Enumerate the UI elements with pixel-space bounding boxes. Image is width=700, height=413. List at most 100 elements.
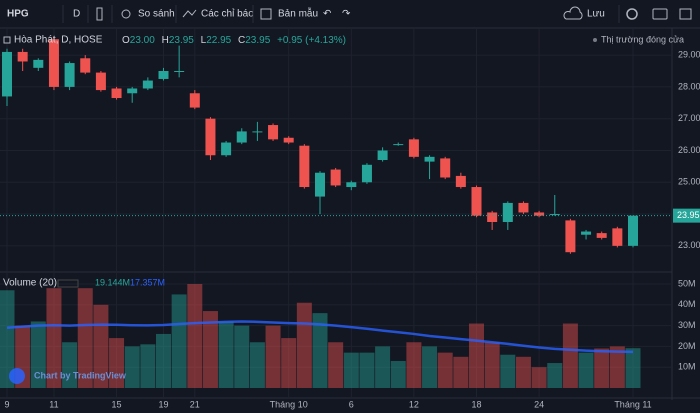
axes: 23.0024.0025.0026.0027.0028.0029.0010M20… — [4, 49, 700, 409]
candle-body — [502, 202, 513, 222]
templates-icon[interactable] — [260, 8, 272, 20]
indicators-icon[interactable] — [182, 9, 197, 18]
volume-tick-label: 30M — [678, 320, 696, 330]
volume-bar — [343, 352, 359, 388]
candle-body — [455, 175, 466, 188]
series-name: Hòa Phát, D, HOSE — [14, 35, 103, 46]
volume-bar — [156, 333, 171, 388]
volume-last: 19.144M — [95, 277, 130, 287]
toolbar-bg — [0, 0, 700, 28]
volume-bar — [359, 352, 375, 388]
volume-bar — [437, 352, 453, 388]
volume-bar — [30, 321, 46, 388]
volume-bar — [547, 363, 563, 388]
screenshot-icon[interactable] — [652, 8, 668, 20]
candle-body — [205, 118, 216, 156]
l-label: L — [201, 35, 207, 46]
candle-body — [377, 150, 388, 161]
volume-bar — [328, 342, 344, 388]
volume-bar — [124, 346, 140, 388]
candle-body — [534, 212, 545, 216]
ohlc: O23.00 H23.95 L22.95 C23.95 +0.95 (+4.13… — [122, 35, 346, 46]
o-value: 23.00 — [130, 35, 155, 46]
c-label: C — [238, 35, 245, 46]
candle-body — [424, 156, 435, 162]
volume-bar — [109, 338, 125, 388]
x-tick-label: 21 — [190, 399, 200, 409]
interval[interactable]: D — [73, 9, 80, 20]
indicators-button[interactable]: Các chỉ báo — [201, 8, 254, 20]
candle-body — [361, 164, 372, 183]
volume-tick-label: 10M — [678, 362, 696, 372]
volume-bar — [562, 323, 578, 388]
candle-body — [612, 228, 623, 246]
fullscreen-icon[interactable] — [679, 8, 692, 20]
y-tick-label: 27.00 — [678, 113, 700, 123]
save-button[interactable]: Lưu — [587, 9, 605, 20]
y-tick-label: 28.00 — [678, 81, 700, 91]
x-tick-label: 18 — [471, 399, 481, 409]
candle-body — [283, 137, 294, 143]
x-tick-label: 24 — [534, 399, 544, 409]
candle-body — [111, 88, 122, 99]
candle-body — [189, 93, 200, 108]
redo[interactable]: ↷ — [342, 9, 351, 20]
candle-body — [268, 125, 279, 140]
volume-bar — [484, 342, 500, 388]
toolbar: HPG D So sánh Các chỉ báo Bản mẫu ↶ ↷ Lư… — [0, 0, 700, 29]
volume-bar — [77, 288, 93, 388]
x-tick-label: 11 — [49, 399, 58, 409]
o-label: O — [122, 35, 130, 46]
x-tick-label: Tháng 10 — [270, 399, 308, 409]
volume-legend: Volume (20) 19.144M 17.357M — [3, 277, 165, 288]
volume-bar — [422, 346, 438, 388]
candle-body — [581, 231, 592, 235]
volume-bar — [62, 342, 78, 388]
compare-button[interactable]: So sánh — [138, 9, 175, 20]
y-tick-label: 26.00 — [678, 145, 700, 155]
volume-bar — [609, 346, 625, 388]
volume-bar — [202, 311, 218, 388]
volume-bar — [0, 290, 15, 388]
candle-body — [549, 214, 560, 216]
volume-bar — [281, 338, 297, 388]
save-icon[interactable] — [563, 6, 583, 20]
c-value: 23.95 — [245, 35, 270, 46]
candle-body — [487, 212, 498, 222]
candle-body — [299, 145, 310, 188]
candle-body — [252, 131, 263, 133]
x-tick-label: 12 — [409, 399, 419, 409]
candle-body — [17, 51, 28, 62]
last-price-badge — [673, 208, 700, 223]
candle-body — [48, 39, 59, 87]
candle-body — [346, 182, 357, 188]
volume-bar — [218, 321, 234, 388]
candle-body — [596, 233, 607, 238]
collapse-icon[interactable] — [3, 36, 11, 44]
h-value: 23.95 — [169, 35, 194, 46]
x-tick-label: 19 — [158, 399, 168, 409]
y-tick-label: 23.00 — [678, 240, 700, 250]
volume-ma: 17.357M — [130, 277, 165, 287]
watermark-text: Chart by TradingView — [34, 370, 127, 380]
volume-bar — [140, 344, 156, 388]
candle-body — [80, 58, 91, 73]
volume-bar — [249, 342, 265, 388]
volume-bar — [296, 302, 312, 388]
settings-icon[interactable] — [626, 8, 638, 20]
chart-type-icon[interactable] — [96, 7, 103, 21]
undo[interactable]: ↶ — [323, 9, 331, 20]
market-status: Thị trường đóng cửa — [601, 34, 684, 44]
candle-body — [158, 71, 169, 79]
volume-tick-label: 20M — [678, 341, 696, 351]
symbol[interactable]: HPG — [7, 9, 29, 20]
volume-ma-line — [6, 320, 634, 354]
volume-bar — [265, 325, 281, 388]
volume-controls[interactable] — [57, 279, 79, 288]
candle-body — [393, 144, 404, 146]
compare-icon[interactable] — [121, 9, 131, 19]
candle-body — [628, 215, 638, 246]
templates-button[interactable]: Bản mẫu — [278, 7, 318, 20]
candle-body — [142, 80, 153, 89]
